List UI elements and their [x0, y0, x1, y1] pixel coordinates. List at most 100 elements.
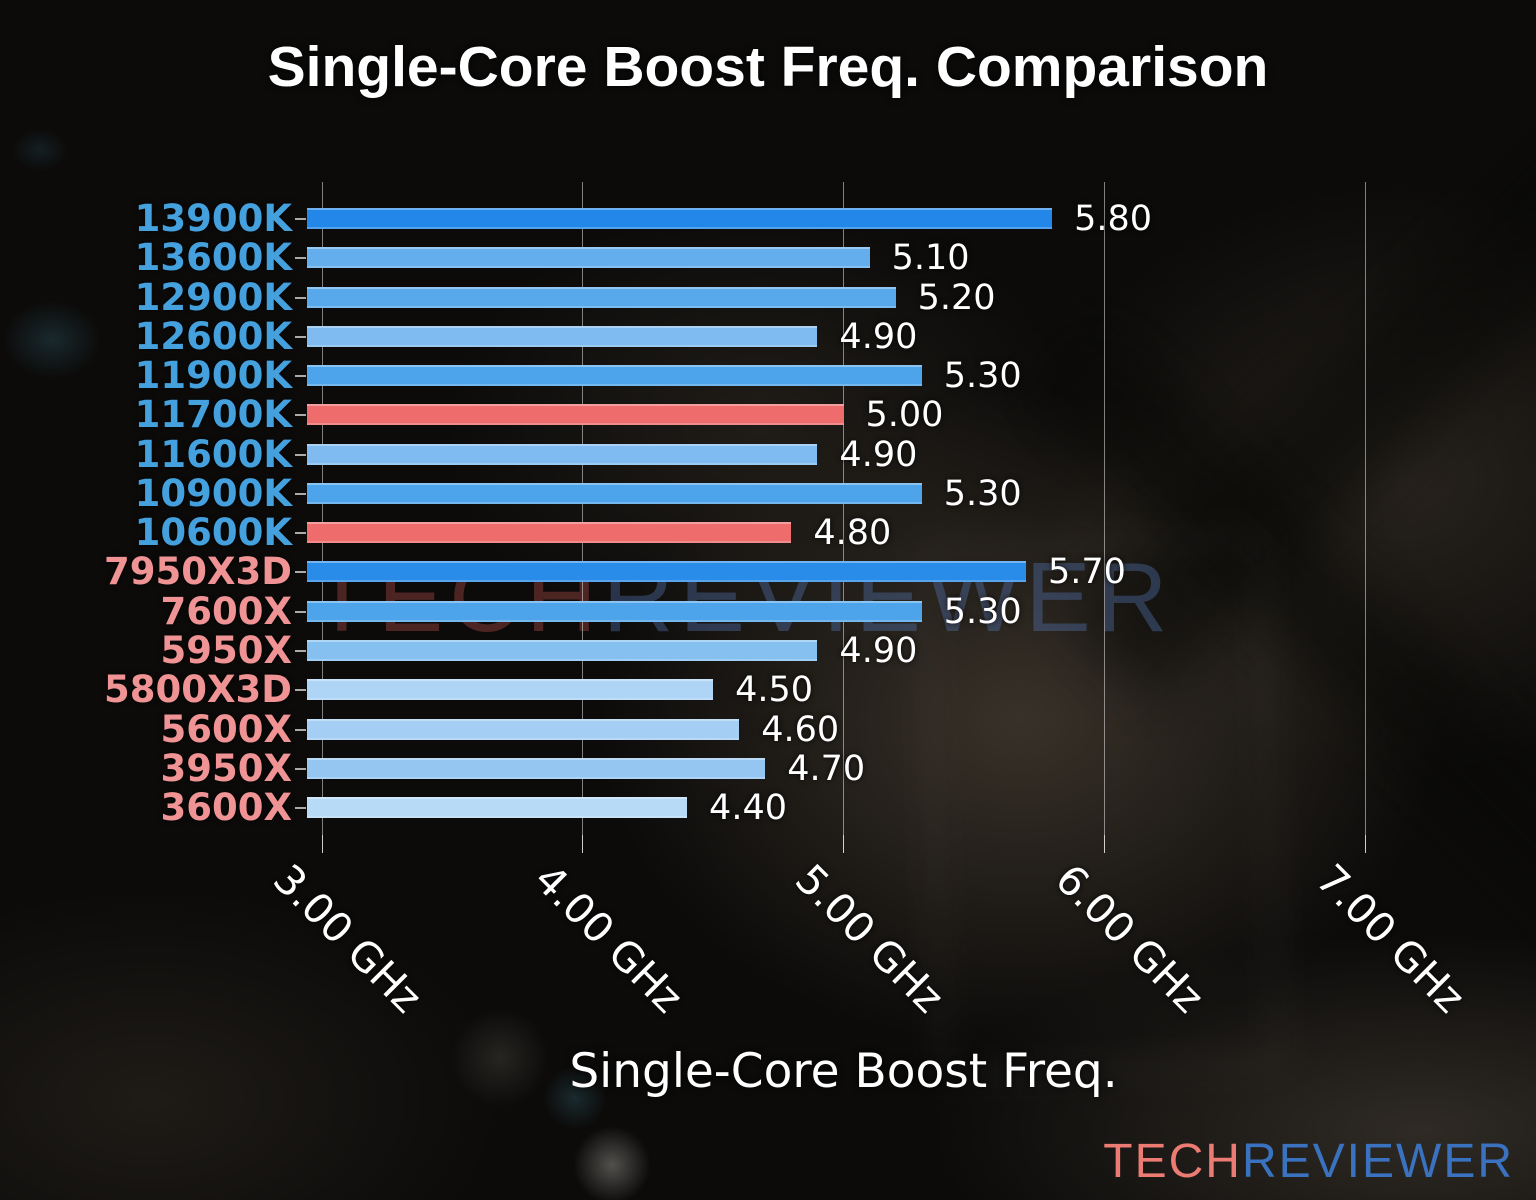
bar	[307, 522, 792, 544]
bar	[307, 247, 870, 269]
logo-reviewer: REVIEWER	[1241, 1135, 1514, 1188]
y-axis-tick	[295, 414, 306, 417]
value-label: 4.50	[735, 670, 814, 711]
chart-row: 12900K 5.20	[0, 275, 1536, 319]
x-axis-tick	[843, 835, 844, 853]
bar	[307, 286, 896, 308]
value-label: 5.00	[865, 395, 944, 436]
chart-row: 7600X 5.30	[0, 589, 1536, 633]
chart-row: 11900K 5.30	[0, 355, 1536, 397]
bar	[307, 757, 766, 779]
chart-row: 13900K 5.80	[0, 198, 1536, 240]
gridline	[1364, 182, 1366, 835]
cpu-label: 3600X	[160, 786, 292, 830]
cpu-label: 12600K	[134, 314, 292, 358]
value-label: 5.20	[917, 277, 996, 318]
chart-row: 5800X3D 4.50	[0, 669, 1536, 711]
gridline	[843, 182, 844, 835]
chart-row: 7950X3D 5.70	[0, 551, 1536, 593]
gridline	[582, 182, 584, 835]
y-axis-tick	[295, 257, 306, 260]
y-axis-tick	[295, 453, 306, 456]
cpu-label: 13600K	[134, 236, 292, 280]
value-label: 5.30	[943, 356, 1022, 397]
y-axis-tick	[295, 807, 306, 810]
bar	[307, 325, 818, 347]
bar	[307, 639, 818, 661]
chart-row: 5600X 4.60	[0, 707, 1536, 751]
value-label: 4.70	[787, 748, 866, 789]
chart-row: 10900K 5.30	[0, 471, 1536, 515]
value-label: 5.10	[891, 238, 970, 279]
bar	[307, 600, 922, 622]
bar	[307, 404, 844, 426]
chart-row: 11600K 4.90	[0, 432, 1536, 476]
cpu-label: 11700K	[134, 393, 292, 437]
chart-row: 12600K 4.90	[0, 314, 1536, 358]
y-axis-tick	[295, 571, 306, 574]
bar	[307, 365, 922, 387]
y-axis-tick	[295, 689, 306, 692]
bar	[307, 561, 1027, 583]
x-axis-tick	[1364, 835, 1366, 853]
value-label: 4.90	[839, 434, 918, 475]
gridline	[1103, 182, 1105, 835]
techreviewer-logo: TECHREVIEWER	[1103, 1138, 1514, 1186]
cpu-label: 3950X	[160, 746, 292, 790]
chart-title: Single-Core Boost Freq. Comparison	[267, 35, 1269, 99]
cpu-label: 10900K	[134, 471, 292, 515]
chart-row: 11700K 5.00	[0, 394, 1536, 436]
cpu-label: 7950X3D	[104, 550, 292, 594]
value-label: 4.80	[813, 513, 892, 554]
cpu-label: 11600K	[134, 432, 292, 476]
value-label: 4.60	[761, 709, 840, 750]
y-axis-tick	[295, 649, 306, 652]
value-label: 4.90	[839, 316, 918, 357]
cpu-label: 7600X	[160, 589, 292, 633]
value-label: 5.30	[943, 591, 1022, 632]
chart-row: 3600X 4.40	[0, 787, 1536, 829]
chart-row: 5950X 4.90	[0, 628, 1536, 672]
gridline	[321, 182, 323, 835]
y-axis-tick	[295, 296, 306, 299]
cpu-label: 11900K	[134, 354, 292, 398]
y-axis-tick	[295, 610, 306, 613]
x-axis-tick-label: 5.00 GHz	[785, 855, 953, 1023]
y-axis-tick	[295, 532, 306, 535]
value-label: 5.70	[1048, 552, 1126, 593]
bar	[307, 718, 740, 740]
y-axis-tick	[295, 728, 306, 731]
y-axis-tick	[295, 492, 306, 495]
value-label: 5.30	[943, 473, 1022, 514]
x-axis-tick-label: 3.00 GHz	[264, 855, 432, 1023]
x-axis-tick	[321, 835, 323, 853]
chart-row: 3950X 4.70	[0, 746, 1536, 790]
cpu-label: 10600K	[134, 511, 292, 555]
x-axis-tick-label: 4.00 GHz	[524, 855, 693, 1023]
y-axis-tick	[295, 375, 306, 378]
bar	[307, 208, 1053, 229]
x-axis-tick	[1103, 835, 1105, 853]
y-axis-tick	[295, 218, 306, 220]
bar	[307, 482, 922, 504]
cpu-label: 5950X	[160, 628, 292, 672]
bar	[307, 443, 818, 465]
value-label: 4.40	[709, 788, 787, 829]
chart-row: 13600K 5.10	[0, 237, 1536, 279]
chart-row: 10600K 4.80	[0, 512, 1536, 554]
value-label: 5.80	[1074, 199, 1153, 239]
x-axis-tick-label: 7.00 GHz	[1307, 855, 1475, 1023]
logo-tech: TECH	[1103, 1135, 1242, 1188]
cpu-label: 12900K	[134, 275, 292, 319]
bar	[307, 797, 688, 819]
x-axis-title: Single-Core Boost Freq.	[569, 1044, 1118, 1099]
x-axis-tick-label: 6.00 GHz	[1046, 855, 1214, 1023]
bar	[307, 679, 714, 701]
cpu-label: 13900K	[134, 197, 292, 240]
y-axis-tick	[295, 335, 306, 338]
cpu-label: 5800X3D	[104, 668, 292, 712]
x-axis-tick	[582, 835, 584, 853]
cpu-label: 5600X	[160, 707, 292, 751]
value-label: 4.90	[839, 630, 918, 671]
